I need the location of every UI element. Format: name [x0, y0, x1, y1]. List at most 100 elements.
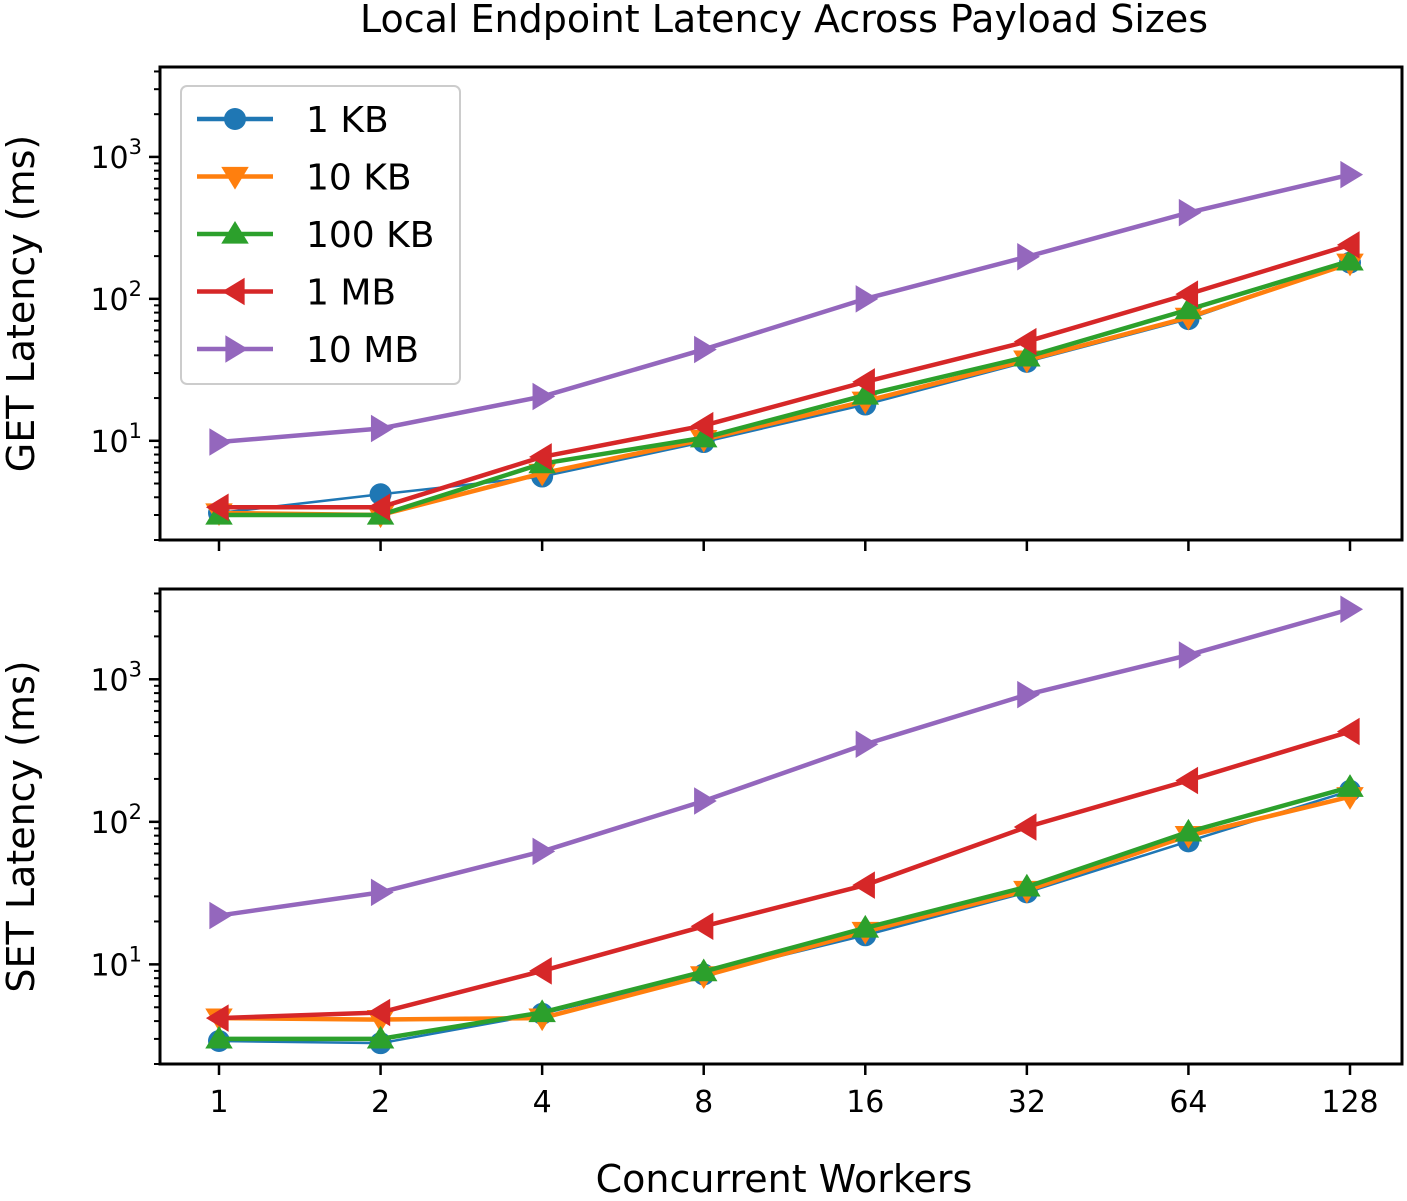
legend-box	[180, 85, 461, 385]
legend-label: 1 KB	[306, 100, 389, 141]
data-point	[694, 787, 717, 815]
y-tick-label: 103	[90, 657, 142, 698]
legend-label: 10 KB	[306, 158, 412, 199]
legend-item: 1 MB	[197, 273, 396, 314]
series-line	[219, 258, 1351, 518]
data-point	[370, 878, 394, 907]
data-point	[205, 1025, 233, 1049]
x-tick-label: 128	[1321, 1085, 1378, 1120]
data-point	[852, 871, 875, 899]
series-1-mb	[205, 717, 1360, 1032]
data-point	[690, 411, 714, 440]
data-point	[1017, 680, 1040, 709]
data-point	[694, 335, 717, 364]
y-tick-label-exponent: 2	[129, 277, 142, 301]
data-point	[852, 368, 875, 396]
y-tick-label-exponent: 3	[129, 657, 142, 681]
x-tick-label: 8	[694, 1085, 713, 1120]
data-point	[1340, 160, 1364, 189]
y-tick-label-base: 10	[90, 806, 128, 841]
data-point	[1013, 813, 1037, 841]
data-point	[689, 424, 718, 448]
y-tick-label-base: 10	[90, 663, 128, 698]
legend-item: 1 KB	[197, 100, 389, 141]
y-tick-label-exponent: 3	[129, 135, 142, 159]
legend-label: 10 MB	[306, 330, 419, 371]
data-point	[209, 428, 233, 456]
series-1-mb	[205, 231, 1360, 522]
data-point	[1336, 231, 1360, 259]
y-tick-label-exponent: 1	[129, 942, 142, 966]
data-point	[1174, 818, 1203, 842]
x-tick-label: 64	[1169, 1085, 1207, 1120]
data-point	[1013, 343, 1041, 367]
chart-title: Local Endpoint Latency Across Payload Si…	[360, 0, 1208, 41]
series-10-mb	[209, 595, 1364, 930]
data-point	[205, 1004, 229, 1032]
data-point	[1175, 766, 1199, 795]
x-tick-label: 32	[1008, 1085, 1046, 1120]
legend-item: 10 MB	[197, 330, 419, 371]
y-tick-label-base: 10	[90, 425, 128, 460]
data-point	[209, 901, 233, 930]
data-point	[1340, 595, 1364, 624]
series-100-kb	[205, 774, 1364, 1049]
y-tick-label: 103	[90, 135, 142, 176]
y-tick-label: 101	[90, 942, 142, 983]
legend-marker	[221, 277, 245, 306]
series-line	[218, 794, 1351, 1022]
legend-marker	[224, 108, 246, 130]
data-point	[366, 1025, 395, 1049]
series-line	[219, 785, 1351, 1042]
legend-marker	[221, 166, 249, 190]
legend-marker	[225, 335, 249, 363]
data-point	[851, 914, 880, 938]
data-point	[532, 837, 556, 866]
y-tick-label: 101	[90, 419, 142, 460]
data-point	[690, 912, 714, 941]
y-tick-label: 102	[90, 800, 142, 841]
data-point	[855, 285, 879, 313]
series-10-mb	[209, 160, 1364, 456]
legend-label: 100 KB	[306, 215, 434, 256]
series-line	[219, 242, 1351, 510]
data-point	[1178, 198, 1202, 227]
data-point	[205, 493, 229, 522]
data-point	[1336, 247, 1364, 271]
data-point	[532, 382, 556, 411]
data-point	[367, 998, 391, 1027]
series-line	[218, 172, 1351, 445]
legend-label: 1 MB	[306, 273, 396, 314]
data-point	[1017, 242, 1040, 271]
data-point	[1013, 873, 1041, 897]
series-line	[218, 729, 1351, 1021]
data-point	[528, 999, 556, 1023]
data-point	[1174, 296, 1203, 320]
x-axis-label: Concurrent Workers	[596, 1157, 973, 1201]
x-tick-label: 4	[533, 1085, 552, 1120]
data-point	[1178, 641, 1202, 669]
data-point	[367, 493, 391, 522]
x-tick-label: 2	[371, 1085, 390, 1120]
data-point	[1175, 280, 1199, 308]
legend-marker	[221, 220, 249, 244]
data-point	[529, 957, 552, 985]
y-axis-label: GET Latency (ms)	[0, 135, 43, 473]
series-line	[218, 607, 1351, 918]
legend-item: 10 KB	[197, 158, 412, 199]
plot-frame	[158, 587, 1404, 1066]
data-point	[1013, 327, 1037, 356]
y-axis-label: SET Latency (ms)	[0, 660, 43, 992]
data-point	[370, 414, 394, 443]
y-tick-label-exponent: 2	[129, 800, 142, 824]
data-point	[689, 958, 718, 982]
plot-frame	[158, 65, 1404, 542]
y-tick-label-base: 10	[90, 283, 128, 318]
legend-item: 100 KB	[197, 215, 434, 256]
y-tick-label: 102	[90, 277, 142, 318]
x-tick-label: 16	[846, 1085, 884, 1120]
y-tick-label-exponent: 1	[129, 419, 142, 443]
